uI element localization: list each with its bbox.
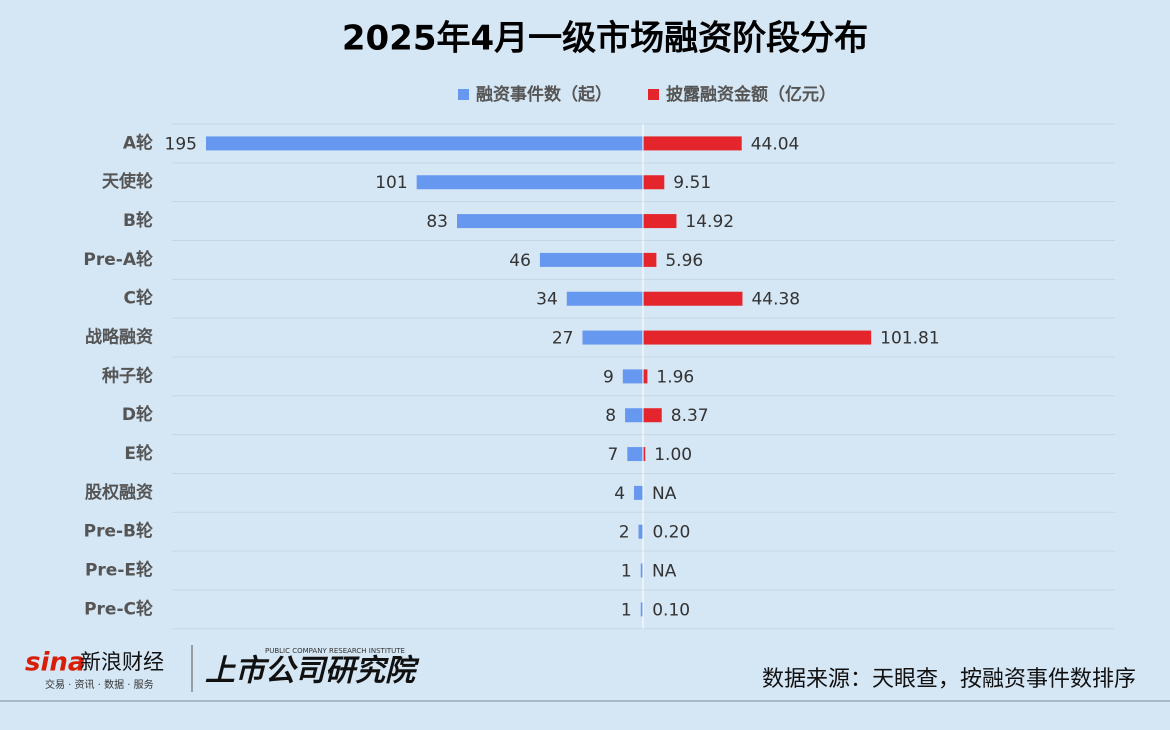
value-label: NA (652, 562, 677, 582)
bar (640, 602, 643, 617)
bar (643, 369, 648, 384)
category-label: Pre-C轮 (84, 598, 153, 619)
category-label: B轮 (123, 210, 153, 231)
legend-label: 披露融资金额（亿元） (666, 84, 836, 105)
value-label: 101 (375, 173, 407, 193)
bar (456, 214, 643, 229)
bar (625, 408, 643, 423)
value-label: NA (652, 484, 677, 504)
bar (206, 136, 643, 151)
value-label: 83 (426, 212, 448, 232)
value-label: 46 (509, 251, 531, 271)
value-label: 8 (605, 406, 616, 426)
value-label: 1.00 (654, 445, 692, 465)
category-label: E轮 (124, 443, 153, 464)
legend-swatch (648, 89, 659, 100)
bar (643, 252, 657, 267)
bar (539, 252, 643, 267)
bar (640, 563, 643, 578)
value-label: 5.96 (665, 251, 703, 271)
value-label: 195 (165, 134, 197, 154)
legend-swatch (458, 89, 469, 100)
legend-label: 融资事件数（起） (476, 84, 612, 105)
bar (643, 330, 872, 345)
category-label: Pre-E轮 (85, 560, 153, 581)
bar (627, 447, 643, 462)
category-label: 股权融资 (85, 482, 153, 503)
value-label: 34 (536, 290, 558, 310)
value-label: 8.37 (671, 406, 709, 426)
bar (643, 291, 743, 306)
bar (643, 214, 677, 229)
bar (582, 330, 643, 345)
category-label: 种子轮 (101, 365, 153, 386)
category-label: Pre-B轮 (84, 521, 153, 542)
category-label: C轮 (124, 288, 153, 309)
bar (566, 291, 643, 306)
value-label: 1.96 (656, 367, 694, 387)
sina-slogan: 交易 · 资讯 · 数据 · 服务 (45, 678, 154, 691)
value-label: 9.51 (673, 173, 711, 193)
value-label: 0.10 (652, 600, 690, 620)
sina-name: 新浪财经 (80, 650, 164, 674)
category-label: D轮 (122, 404, 153, 425)
source-note: 数据来源：天眼查，按融资事件数排序 (762, 667, 1136, 692)
bar (622, 369, 643, 384)
institute-en: PUBLIC COMPANY RESEARCH INSTITUTE (265, 647, 405, 655)
bar (643, 447, 646, 462)
chart-title: 2025年4月一级市场融资阶段分布 (342, 19, 868, 59)
value-label: 101.81 (880, 329, 939, 349)
value-label: 14.92 (685, 212, 734, 232)
bar (638, 524, 643, 539)
category-label: 天使轮 (102, 171, 153, 192)
value-label: 27 (552, 329, 574, 349)
bar (643, 175, 665, 190)
bar (416, 175, 643, 190)
value-label: 9 (603, 367, 614, 387)
category-label: 战略融资 (85, 327, 153, 348)
value-label: 1 (621, 562, 632, 582)
institute-name: 上市公司研究院 (205, 654, 420, 689)
sina-logo: sina (25, 648, 85, 678)
value-label: 44.38 (751, 290, 800, 310)
value-label: 2 (619, 523, 630, 543)
category-label: A轮 (123, 132, 153, 153)
value-label: 0.20 (652, 523, 690, 543)
value-label: 1 (621, 600, 632, 620)
value-label: 7 (607, 445, 618, 465)
value-label: 4 (614, 484, 625, 504)
bar (634, 485, 643, 500)
bar (643, 136, 742, 151)
value-label: 44.04 (751, 134, 800, 154)
bar (643, 408, 662, 423)
category-label: Pre-A轮 (83, 249, 153, 270)
